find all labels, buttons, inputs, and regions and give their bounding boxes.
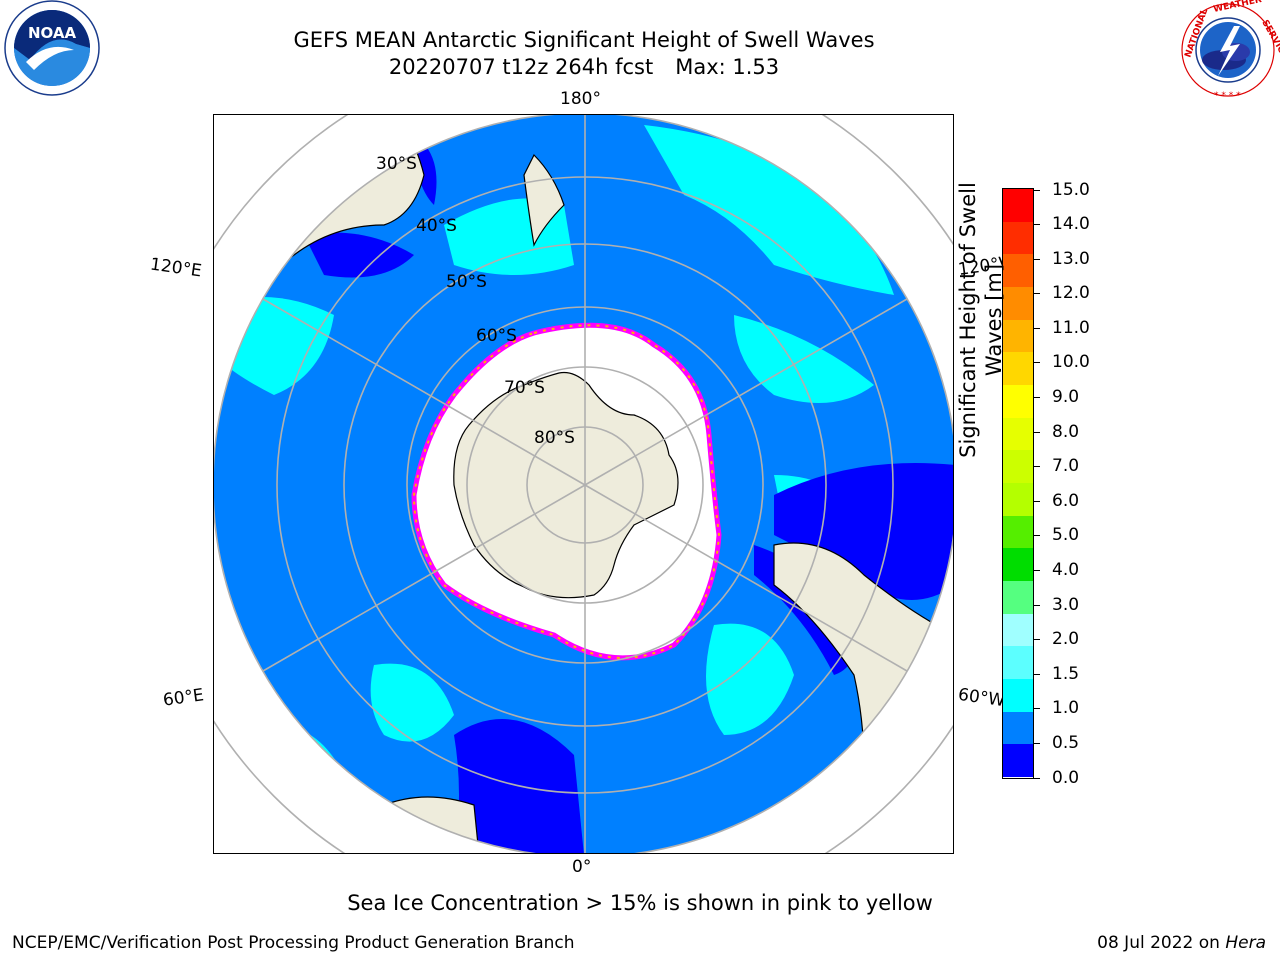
colorbar-tick [1034, 673, 1040, 675]
colorbar-tick-label: 0.5 [1052, 732, 1080, 753]
footer-timestamp: 08 Jul 2022 on Hera [1097, 933, 1266, 953]
polar-map-canvas: 30°S 40°S 50°S 60°S 70°S 80°S [214, 115, 953, 853]
noaa-wordmark: NOAA [28, 24, 77, 42]
colorbar-tick [1034, 569, 1040, 571]
lon-label-180: 180° [560, 89, 601, 109]
colorbar-tick-label: 4.0 [1052, 559, 1080, 580]
graticule [214, 115, 953, 853]
colorbar-title: Significant Height of Swell Waves [m] [956, 182, 1006, 458]
colorbar-segment [1003, 613, 1033, 647]
colorbar [1002, 188, 1034, 779]
colorbar-tick [1034, 777, 1040, 779]
lat-label-60s: 60°S [476, 326, 517, 346]
colorbar-tick [1034, 708, 1040, 710]
lon-label-0: 0° [572, 857, 592, 877]
colorbar-segment [1003, 711, 1033, 745]
colorbar-tick [1034, 293, 1040, 295]
lon-label-60w: 60°W [956, 684, 1007, 712]
nws-logo: NATIONAL WEATHER SERVICE * * * * [1181, 0, 1280, 101]
colorbar-tick [1034, 189, 1040, 191]
colorbar-tick-label: 10.0 [1052, 352, 1090, 373]
colorbar-tick-label: 0.0 [1052, 767, 1080, 788]
colorbar-segment [1003, 189, 1033, 222]
colorbar-tick [1034, 535, 1040, 537]
colorbar-segment [1003, 221, 1033, 255]
lat-label-80s: 80°S [534, 428, 575, 448]
colorbar-tick-label: 9.0 [1052, 387, 1080, 408]
lon-label-60e: 60°E [161, 685, 206, 711]
colorbar-segment [1003, 548, 1033, 581]
colorbar-segment [1003, 286, 1033, 320]
colorbar-segment [1003, 515, 1033, 549]
forecast-date: 20220707 t12z 264h fcst [388, 55, 654, 79]
colorbar-segment [1003, 744, 1033, 777]
footer-date: 08 Jul 2022 on [1097, 933, 1220, 953]
lon-label-120e: 120°E [148, 254, 203, 282]
colorbar-tick-label: 13.0 [1052, 248, 1090, 269]
lat-label-50s: 50°S [446, 272, 487, 292]
colorbar-tick [1034, 362, 1040, 364]
colorbar-tick-label: 12.0 [1052, 283, 1090, 304]
colorbar-tick-label: 3.0 [1052, 594, 1080, 615]
colorbar-tick-label: 1.0 [1052, 698, 1080, 719]
lat-label-30s: 30°S [376, 154, 417, 174]
colorbar-segment [1003, 646, 1033, 679]
colorbar-segment [1003, 482, 1033, 516]
max-value: Max: 1.53 [675, 55, 780, 79]
colorbar-segment [1003, 384, 1033, 418]
sea-ice-note: Sea Ice Concentration > 15% is shown in … [347, 891, 933, 915]
colorbar-tick [1034, 431, 1040, 433]
colorbar-tick [1034, 397, 1040, 399]
map-title: GEFS MEAN Antarctic Significant Height o… [293, 28, 875, 52]
colorbar-tick [1034, 327, 1040, 329]
colorbar-segment [1003, 319, 1033, 353]
colorbar-tick [1034, 258, 1040, 260]
noaa-logo: NOAA [4, 0, 100, 96]
colorbar-tick [1034, 500, 1040, 502]
colorbar-segment [1003, 678, 1033, 712]
colorbar-tick-label: 2.0 [1052, 629, 1080, 650]
colorbar-tick-label: 6.0 [1052, 490, 1080, 511]
svg-text:* * * *: * * * * [1214, 91, 1241, 101]
lat-label-40s: 40°S [416, 216, 457, 236]
colorbar-tick [1034, 604, 1040, 606]
colorbar-tick-label: 5.0 [1052, 525, 1080, 546]
colorbar-segment [1003, 450, 1033, 483]
colorbar-tick-label: 7.0 [1052, 456, 1080, 477]
polar-map: 30°S 40°S 50°S 60°S 70°S 80°S [213, 114, 954, 854]
lat-label-70s: 70°S [504, 378, 545, 398]
map-subtitle: 20220707 t12z 264h fcst Max: 1.53 [184, 54, 984, 80]
colorbar-tick [1034, 639, 1040, 641]
colorbar-tick-label: 15.0 [1052, 179, 1090, 200]
footer-branch: NCEP/EMC/Verification Post Processing Pr… [12, 933, 575, 953]
colorbar-segment [1003, 417, 1033, 451]
footer-machine: Hera [1225, 933, 1266, 953]
colorbar-tick-label: 1.5 [1052, 663, 1080, 684]
colorbar-tick [1034, 742, 1040, 744]
colorbar-tick-label: 14.0 [1052, 214, 1090, 235]
colorbar-tick-label: 8.0 [1052, 421, 1080, 442]
colorbar-segment [1003, 580, 1033, 614]
colorbar-segment [1003, 254, 1033, 287]
colorbar-segment [1003, 352, 1033, 385]
colorbar-tick [1034, 466, 1040, 468]
colorbar-tick [1034, 224, 1040, 226]
colorbar-tick-label: 11.0 [1052, 317, 1090, 338]
